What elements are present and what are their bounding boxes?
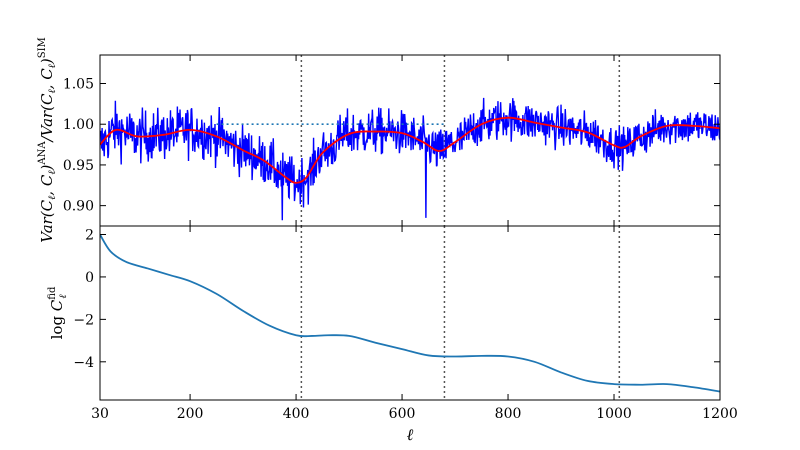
- svg-text:Var(Cℓ, Cℓ)ANA/Var(Cℓ, Cℓ)SIM: Var(Cℓ, Cℓ)ANA/Var(Cℓ, Cℓ)SIM: [37, 37, 58, 243]
- top-panel: 0.90 0.95 1.00 1.05: [63, 54, 721, 227]
- top-ytick-label-0: 0.90: [63, 199, 94, 215]
- series-smooth-ratio: [100, 116, 720, 184]
- series-noisy-ratio: [100, 97, 720, 221]
- bottom-vlines: [300, 226, 621, 400]
- xtick-label-3: 600: [389, 406, 416, 422]
- bot-ytick-label-1: 0: [85, 270, 94, 286]
- bottom-x-ticks: 30 200 400 600 800 1000 1200: [91, 226, 738, 422]
- bottom-y-axis-label: log Cfidℓ: [47, 286, 69, 339]
- top-ytick-label-3: 1.05: [63, 77, 94, 93]
- xtick-label-4: 800: [495, 406, 522, 422]
- bot-ytick-label-0: 2: [85, 227, 94, 243]
- x-axis-label: ℓ: [407, 425, 414, 444]
- bot-ytick-label-2: −2: [73, 312, 94, 328]
- xtick-label-2: 400: [283, 406, 310, 422]
- xtick-label-5: 1000: [596, 406, 632, 422]
- bot-ytick-label-3: −4: [73, 355, 94, 371]
- top-ytick-label-1: 0.95: [63, 158, 94, 174]
- xtick-label-0: 30: [91, 406, 109, 422]
- bottom-panel: 2 0 −2 −4 30 200 400 600 800 1000 1200: [73, 225, 738, 422]
- bottom-series-group: [100, 234, 720, 393]
- top-series-group: [100, 97, 720, 221]
- bottom-plot-frame: [99, 225, 721, 401]
- top-ytick-label-2: 1.00: [63, 117, 94, 133]
- xtick-label-6: 1200: [702, 406, 738, 422]
- top-y-axis-label: Var(Cℓ, Cℓ)ANA/Var(Cℓ, Cℓ)SIM: [37, 37, 58, 243]
- bottom-y-ticks: 2 0 −2 −4: [73, 227, 720, 371]
- xtick-label-1: 200: [177, 406, 204, 422]
- svg-text:log Cfidℓ: log Cfidℓ: [47, 286, 69, 339]
- series-log-cl-fid: [100, 234, 720, 393]
- top-y-ticks: 0.90 0.95 1.00 1.05: [63, 77, 720, 215]
